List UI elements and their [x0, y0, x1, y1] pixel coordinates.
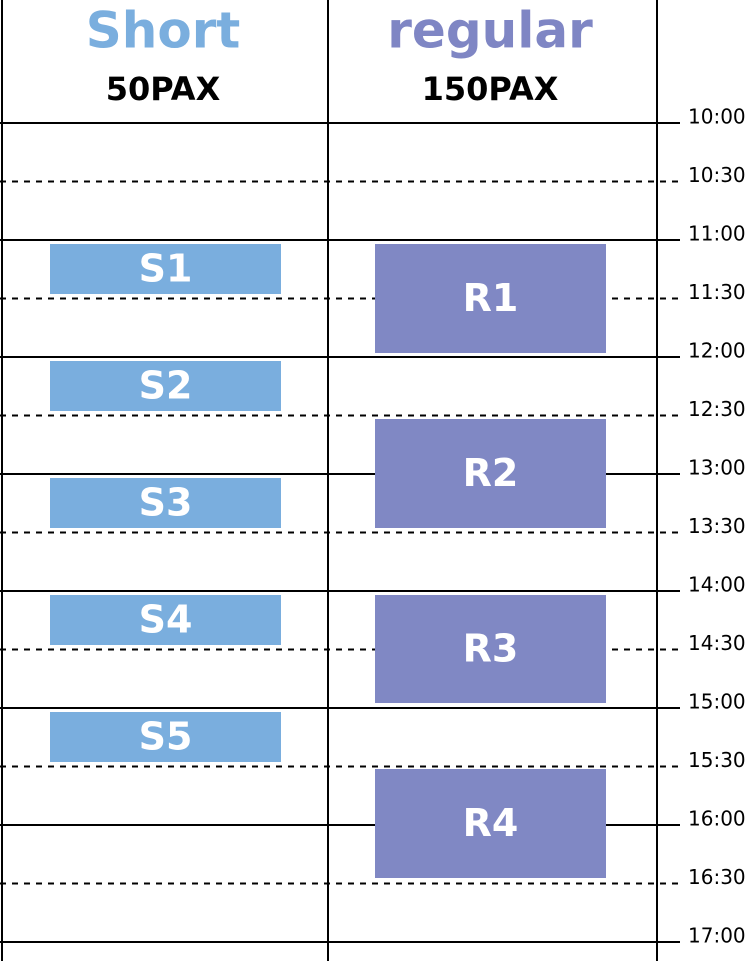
column-capacity: 150PAX — [422, 70, 559, 108]
time-label: 15:30 — [688, 748, 746, 772]
time-label: 14:30 — [688, 631, 746, 655]
block-label: S5 — [139, 715, 193, 759]
booking-block — [375, 769, 606, 878]
booking-block — [375, 419, 606, 528]
block-label: R1 — [463, 276, 519, 320]
booking-block — [375, 244, 606, 353]
block-label: R2 — [463, 451, 519, 495]
time-label: 11:30 — [688, 280, 746, 304]
time-label: 13:00 — [688, 456, 746, 480]
time-label: 16:00 — [688, 807, 746, 831]
column-title: regular — [387, 2, 593, 60]
time-label: 17:00 — [688, 924, 746, 948]
block-label: S2 — [139, 364, 193, 408]
time-label: 16:30 — [688, 865, 746, 889]
block-label: R4 — [463, 801, 519, 845]
time-label: 14:00 — [688, 573, 746, 597]
time-label: 10:00 — [688, 105, 746, 129]
block-label: R3 — [463, 627, 519, 671]
column-title: Short — [86, 2, 241, 60]
time-label: 12:30 — [688, 397, 746, 421]
block-label: S3 — [139, 481, 193, 525]
booking-block — [375, 595, 606, 703]
booking-block — [50, 244, 281, 294]
booking-block — [50, 361, 281, 411]
block-label: S1 — [139, 247, 193, 291]
time-label: 13:30 — [688, 514, 746, 538]
booking-block — [50, 478, 281, 528]
time-label: 15:00 — [688, 690, 746, 714]
time-label: 12:00 — [688, 339, 746, 363]
booking-block — [50, 712, 281, 762]
block-label: S4 — [139, 598, 193, 642]
time-label: 10:30 — [688, 163, 746, 187]
booking-block — [50, 595, 281, 645]
column-capacity: 50PAX — [106, 70, 221, 108]
time-label: 11:00 — [688, 222, 746, 246]
